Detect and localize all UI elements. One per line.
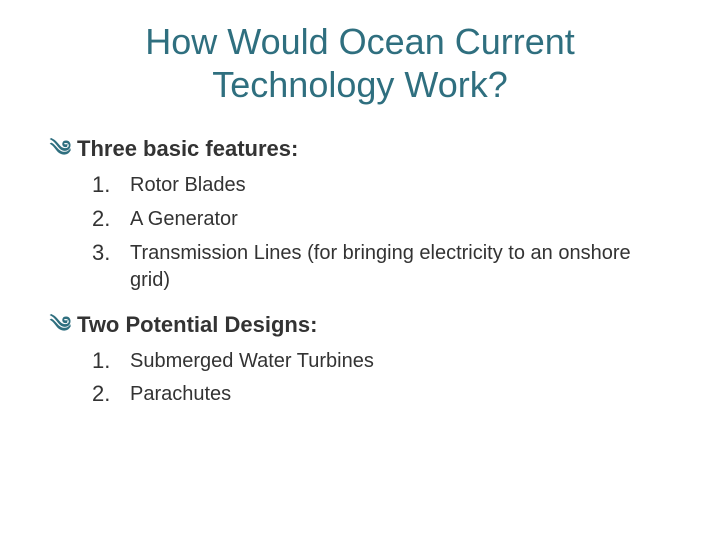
item-text: A Generator bbox=[130, 204, 238, 233]
section-2-heading: ༄ Two Potential Designs: bbox=[50, 312, 670, 338]
swirl-bullet-icon: ༄ bbox=[50, 138, 71, 160]
item-text: Parachutes bbox=[130, 379, 231, 408]
item-number: 1. bbox=[92, 346, 120, 376]
list-item: 3. Transmission Lines (for bringing elec… bbox=[92, 238, 670, 294]
section-1-heading: ༄ Three basic features: bbox=[50, 136, 670, 162]
item-text: Rotor Blades bbox=[130, 170, 246, 199]
item-number: 3. bbox=[92, 238, 120, 268]
item-number: 1. bbox=[92, 170, 120, 200]
section-1-list: 1. Rotor Blades 2. A Generator 3. Transm… bbox=[92, 170, 670, 293]
item-number: 2. bbox=[92, 379, 120, 409]
section-2-list: 1. Submerged Water Turbines 2. Parachute… bbox=[92, 346, 670, 409]
section-2: ༄ Two Potential Designs: 1. Submerged Wa… bbox=[50, 312, 670, 409]
item-text: Submerged Water Turbines bbox=[130, 346, 374, 375]
list-item: 2. Parachutes bbox=[92, 379, 670, 409]
section-1-heading-text: Three basic features: bbox=[77, 136, 298, 162]
item-number: 2. bbox=[92, 204, 120, 234]
list-item: 1. Rotor Blades bbox=[92, 170, 670, 200]
section-2-heading-text: Two Potential Designs: bbox=[77, 312, 317, 338]
item-text: Transmission Lines (for bringing electri… bbox=[130, 238, 670, 294]
swirl-bullet-icon: ༄ bbox=[50, 314, 71, 336]
list-item: 1. Submerged Water Turbines bbox=[92, 346, 670, 376]
list-item: 2. A Generator bbox=[92, 204, 670, 234]
slide-title: How Would Ocean Current Technology Work? bbox=[50, 20, 670, 106]
section-1: ༄ Three basic features: 1. Rotor Blades … bbox=[50, 136, 670, 293]
